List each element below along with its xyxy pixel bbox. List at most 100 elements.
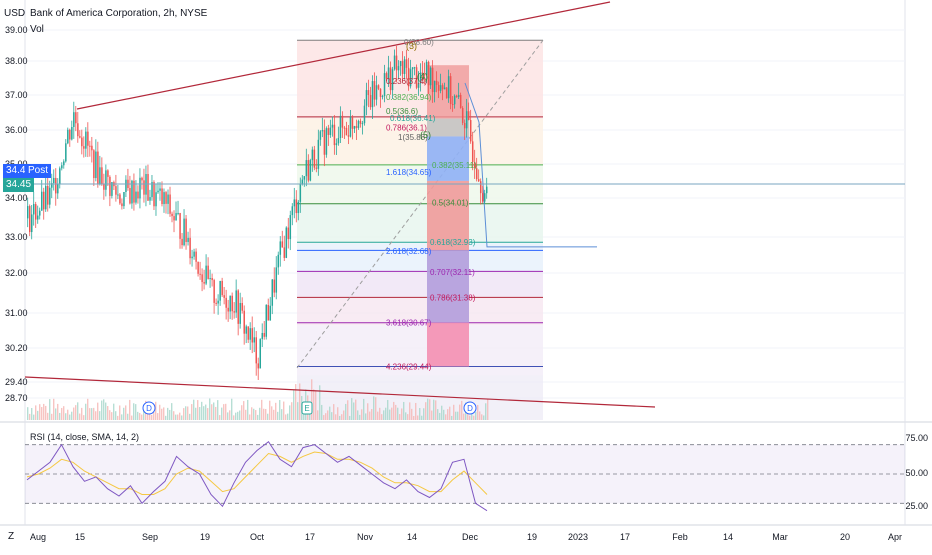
candle-body [83, 146, 85, 149]
candle-body [247, 326, 249, 340]
price-tick-label: 39.00 [5, 25, 28, 35]
trendlines[interactable] [24, 1, 905, 408]
candle-body [223, 295, 225, 298]
candle-body [325, 128, 328, 155]
volume-bar [373, 396, 375, 420]
volume-bar [337, 407, 339, 420]
candle-body [203, 282, 205, 284]
candle-body [317, 139, 320, 169]
rsi-tick-label: 75.00 [905, 433, 928, 443]
symbol-title[interactable]: Bank of America Corporation, 2h, NYSE [30, 8, 208, 19]
candle-body [447, 76, 450, 99]
volume-bar [99, 411, 101, 420]
volume-bar [437, 409, 439, 420]
candle-body [473, 161, 476, 169]
candle-body [455, 95, 458, 98]
volume-bar [181, 415, 183, 420]
fib-level-label: 0.5(36.6) [386, 107, 418, 116]
candle-body [237, 290, 239, 324]
volume-bar [311, 379, 313, 420]
timezone-icon[interactable]: Z [8, 531, 15, 542]
volume-bar [137, 411, 139, 420]
volume-bar [367, 403, 369, 420]
position-target-zone [427, 136, 469, 181]
volume-bar [395, 404, 397, 420]
candle-body [185, 218, 187, 242]
volume-bar [401, 408, 403, 420]
candle-body [279, 241, 282, 255]
time-tick-label: 2023 [568, 532, 588, 542]
candle-body [115, 186, 117, 195]
candle-body [225, 297, 227, 308]
candle-body [371, 81, 374, 108]
volume-bar [121, 414, 123, 420]
candle-body [121, 203, 123, 207]
volume-bar [455, 411, 457, 420]
price-tick-label: 31.00 [5, 308, 28, 318]
volume-bar [127, 413, 129, 420]
volume-bar [391, 407, 393, 420]
candle-body [167, 194, 169, 204]
volume-bar [59, 412, 61, 420]
volume-bar [51, 413, 53, 420]
volume-label[interactable]: Vol [30, 24, 44, 35]
volume-bar [191, 404, 193, 420]
candle-body [343, 127, 346, 129]
volume-bar [61, 407, 63, 420]
wave-label: (3) [406, 41, 417, 51]
candle-body [329, 127, 332, 135]
candle-body [335, 143, 338, 146]
volume-bar [123, 407, 125, 420]
candle-body [333, 124, 336, 146]
candle-body [107, 170, 109, 177]
volume-bar [201, 401, 203, 420]
volume-bar [277, 411, 279, 420]
volume-bar [313, 389, 315, 420]
fib-level-label: 3.618(30.67) [386, 319, 432, 328]
volume-bar [263, 408, 265, 420]
candle-body [97, 151, 99, 185]
candle-body [219, 280, 221, 301]
volume-bar [141, 414, 143, 420]
dividend-marker-icon [463, 401, 477, 415]
volume-bar [287, 413, 289, 420]
candle-body [207, 265, 209, 279]
price-tick-label: 34.00 [5, 193, 28, 203]
candle-body [289, 215, 292, 240]
position-box[interactable] [427, 65, 597, 367]
rsi-pane[interactable]: RSI (14, close, SMA, 14, 2) 75.00 50.00 25.… [25, 432, 928, 512]
volume-bar [115, 411, 117, 420]
fib-level-label: 1(35.88) [398, 133, 428, 142]
fib-zone-band [297, 243, 543, 272]
candle-body [165, 192, 167, 204]
fib-level-label: 0.707(32.11) [430, 268, 475, 277]
candle-body [85, 131, 87, 149]
candle-body [475, 168, 478, 180]
volume-bar [245, 409, 247, 420]
volume-bar [441, 405, 443, 420]
event-marker-label: D [146, 404, 152, 413]
fib-level-label: 0.5(34.01) [432, 198, 469, 207]
volume-bar [371, 409, 373, 420]
candle-body [201, 274, 203, 283]
price-tick-label: 32.00 [5, 268, 28, 278]
volume-bar [35, 405, 37, 420]
volume-bar [231, 398, 233, 420]
volume-bar [33, 414, 35, 420]
price-tick-label: 38.00 [5, 56, 28, 66]
volume-bar [153, 411, 155, 420]
volume-bar [185, 406, 187, 420]
volume-bar [67, 409, 69, 420]
volume-bar [323, 415, 325, 420]
volume-bar [203, 406, 205, 420]
volume-bar [249, 414, 251, 420]
candle-body [305, 160, 308, 177]
candle-body [239, 303, 241, 324]
volume-bar [221, 407, 223, 420]
volume-bar [133, 403, 135, 420]
volume-bar [195, 407, 197, 420]
candle-body [357, 120, 360, 128]
time-axis[interactable]: Aug 15 Sep 19 Oct 17 Nov 14 Dec 19 2023 17 Feb 14 Mar 2… [30, 532, 902, 542]
